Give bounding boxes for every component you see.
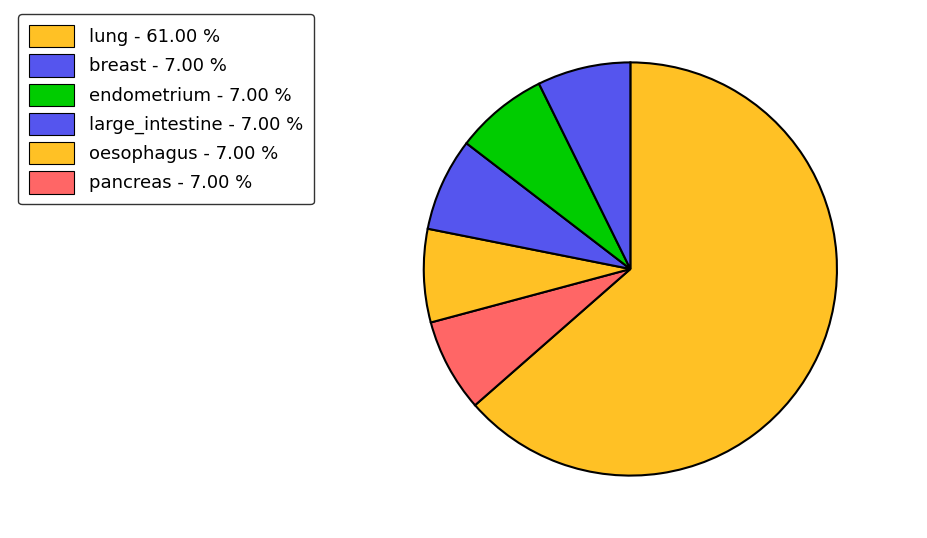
Wedge shape xyxy=(427,143,630,269)
Wedge shape xyxy=(424,229,630,322)
Legend: lung - 61.00 %, breast - 7.00 %, endometrium - 7.00 %, large_intestine - 7.00 %,: lung - 61.00 %, breast - 7.00 %, endomet… xyxy=(19,15,314,204)
Wedge shape xyxy=(539,62,630,269)
Wedge shape xyxy=(475,62,837,476)
Wedge shape xyxy=(466,84,630,269)
Wedge shape xyxy=(431,269,630,405)
